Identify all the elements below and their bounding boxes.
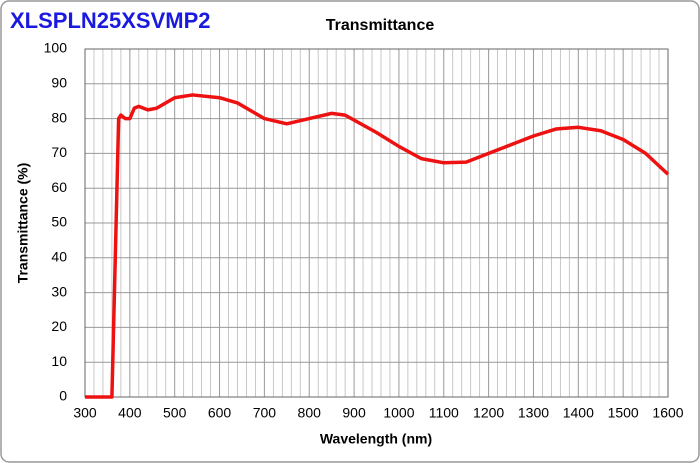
- product-name: XLSPLN25XSVMP2: [10, 8, 211, 33]
- x-tick-label: 500: [163, 405, 187, 421]
- y-axis-label: Transmittance (%): [15, 163, 31, 284]
- plot-border: [84, 48, 669, 398]
- y-tick-label: 20: [51, 318, 67, 334]
- transmittance-line: [85, 93, 670, 399]
- y-tick-label: 50: [51, 214, 67, 230]
- y-tick-label: 40: [51, 249, 67, 265]
- x-tick-label: 1400: [563, 405, 594, 421]
- y-tick-label: 80: [51, 109, 67, 125]
- y-tick-label: 30: [51, 283, 67, 299]
- y-tick-label: 70: [51, 144, 67, 160]
- y-tick-label: 100: [44, 40, 68, 56]
- y-tick-label: 90: [51, 75, 67, 91]
- x-tick-label: 1200: [473, 405, 504, 421]
- x-tick-label: 1300: [518, 405, 549, 421]
- x-tick-label: 1100: [429, 405, 459, 421]
- chart-title: Transmittance: [326, 17, 435, 34]
- x-axis-label: Wavelength (nm): [320, 431, 432, 447]
- x-tick-label: 900: [342, 405, 366, 421]
- y-tick-label: 10: [51, 353, 67, 369]
- x-tick-label: 800: [298, 405, 322, 421]
- x-tick-label: 700: [253, 405, 277, 421]
- x-tick-label: 300: [73, 405, 97, 421]
- x-tick-label: 600: [208, 405, 232, 421]
- y-tick-label: 0: [59, 388, 67, 404]
- y-tick-label: 60: [51, 179, 67, 195]
- x-tick-label: 1500: [608, 405, 639, 421]
- x-tick-label: 400: [118, 405, 142, 421]
- x-tick-label: 1600: [652, 405, 683, 421]
- x-tick-label: 1000: [383, 405, 414, 421]
